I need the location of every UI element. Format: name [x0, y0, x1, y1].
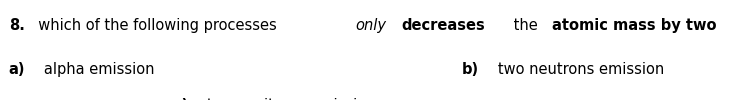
Text: the: the — [509, 18, 542, 33]
Text: b): b) — [462, 62, 479, 77]
Text: alpha emission: alpha emission — [30, 62, 154, 77]
Text: only: only — [355, 18, 386, 33]
Text: two neutrons emission: two neutrons emission — [484, 62, 664, 77]
Text: c): c) — [174, 98, 189, 100]
Text: decreases: decreases — [401, 18, 485, 33]
Text: 8.: 8. — [9, 18, 24, 33]
Text: which of the following processes: which of the following processes — [30, 18, 282, 33]
Text: two positrons emission: two positrons emission — [194, 98, 376, 100]
Text: atomic mass by two: atomic mass by two — [552, 18, 717, 33]
Text: a): a) — [9, 62, 25, 77]
